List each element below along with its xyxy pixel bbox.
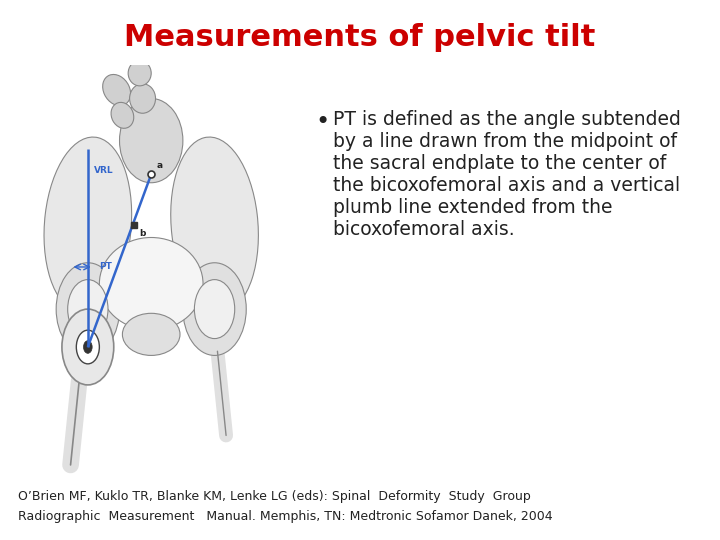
Ellipse shape bbox=[103, 75, 130, 106]
Ellipse shape bbox=[171, 137, 258, 313]
Text: plumb line extended from the: plumb line extended from the bbox=[333, 198, 613, 217]
Ellipse shape bbox=[128, 60, 151, 86]
Circle shape bbox=[84, 341, 92, 353]
Text: •: • bbox=[315, 110, 329, 134]
Circle shape bbox=[194, 280, 235, 339]
Circle shape bbox=[62, 309, 114, 385]
Text: the sacral endplate to the center of: the sacral endplate to the center of bbox=[333, 154, 666, 173]
Text: b: b bbox=[140, 229, 146, 238]
Text: Radiographic  Measurement   Manual. Memphis, TN: Medtronic Sofamor Danek, 2004: Radiographic Measurement Manual. Memphis… bbox=[18, 510, 553, 523]
Circle shape bbox=[68, 280, 108, 339]
Ellipse shape bbox=[111, 103, 134, 129]
Ellipse shape bbox=[44, 137, 132, 313]
Circle shape bbox=[76, 330, 99, 364]
Text: VRL: VRL bbox=[94, 166, 113, 174]
Text: PT: PT bbox=[99, 262, 112, 272]
Text: Measurements of pelvic tilt: Measurements of pelvic tilt bbox=[125, 24, 595, 52]
Circle shape bbox=[183, 263, 246, 355]
Text: O’Brien MF, Kuklo TR, Blanke KM, Lenke LG (eds): Spinal  Deformity  Study  Group: O’Brien MF, Kuklo TR, Blanke KM, Lenke L… bbox=[18, 490, 531, 503]
Text: a: a bbox=[157, 161, 163, 170]
Circle shape bbox=[56, 263, 120, 355]
Text: bicoxofemoral axis.: bicoxofemoral axis. bbox=[333, 220, 515, 239]
Ellipse shape bbox=[130, 84, 156, 113]
Text: PT is defined as the angle subtended: PT is defined as the angle subtended bbox=[333, 110, 681, 129]
Ellipse shape bbox=[122, 313, 180, 355]
Text: by a line drawn from the midpoint of: by a line drawn from the midpoint of bbox=[333, 132, 677, 151]
Ellipse shape bbox=[120, 98, 183, 183]
Ellipse shape bbox=[99, 238, 203, 330]
Text: the bicoxofemoral axis and a vertical: the bicoxofemoral axis and a vertical bbox=[333, 176, 680, 195]
